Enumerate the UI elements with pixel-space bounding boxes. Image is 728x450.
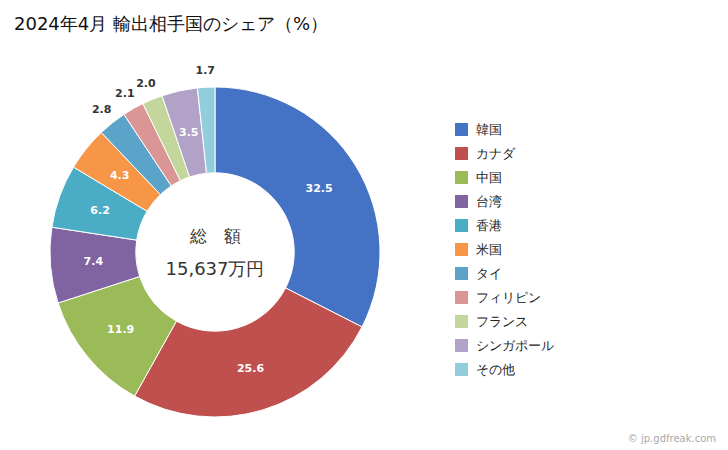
legend-entry: 韓国	[476, 122, 502, 137]
chart-root: 2024年4月 輸出相手国のシェア（%） 32.5 25.6 11.9 7.4 6.2 4.…	[0, 0, 728, 450]
donut-slice	[135, 288, 362, 417]
center-label: 総 額	[189, 226, 241, 246]
legend: 韓国カナダ中国台湾香港米国タイフィリピンフランスシンガポールその他	[455, 122, 554, 377]
legend-swatch	[455, 291, 468, 304]
data-label: 7.4	[84, 255, 104, 268]
legend-swatch	[455, 195, 468, 208]
legend-entry: タイ	[476, 266, 502, 281]
data-label: 11.9	[107, 323, 134, 336]
legend-entry: 香港	[476, 218, 502, 233]
legend-entry: その他	[476, 362, 515, 377]
legend-entry: 中国	[476, 170, 502, 185]
legend-swatch	[455, 243, 468, 256]
slice-labels: 32.5 25.6 11.9 7.4 6.2 4.3 2.82.12.0 3.5 1.7	[84, 64, 333, 376]
legend-entry: 台湾	[476, 194, 502, 209]
slices	[50, 87, 380, 417]
donut-slice	[197, 87, 215, 173]
chart-title: 2024年4月 輸出相手国のシェア（%）	[14, 13, 328, 34]
data-label: 2.8	[92, 103, 112, 116]
legend-swatch	[455, 363, 468, 376]
legend-entry: 米国	[476, 242, 502, 257]
legend-swatch	[455, 315, 468, 328]
data-label: 3.5	[179, 126, 199, 139]
legend-swatch	[455, 123, 468, 136]
data-label: 1.7	[196, 64, 216, 77]
data-label: 2.1	[115, 87, 135, 100]
legend-entry: カナダ	[476, 146, 516, 161]
legend-entry: シンガポール	[476, 338, 554, 353]
legend-entry: フランス	[476, 314, 528, 329]
data-label: 32.5	[306, 182, 333, 195]
legend-swatch	[455, 171, 468, 184]
data-label: 6.2	[90, 204, 110, 217]
donut-slice	[215, 87, 380, 327]
legend-swatch	[455, 147, 468, 160]
watermark: © jp.gdfreak.com	[628, 433, 716, 444]
legend-swatch	[455, 267, 468, 280]
legend-swatch	[455, 339, 468, 352]
legend-entry: フィリピン	[476, 290, 541, 305]
data-label: 4.3	[110, 169, 130, 182]
legend-swatch	[455, 219, 468, 232]
center-label: 15,637万円	[166, 258, 265, 279]
data-label: 2.0	[136, 77, 156, 90]
data-label: 25.6	[237, 362, 264, 375]
